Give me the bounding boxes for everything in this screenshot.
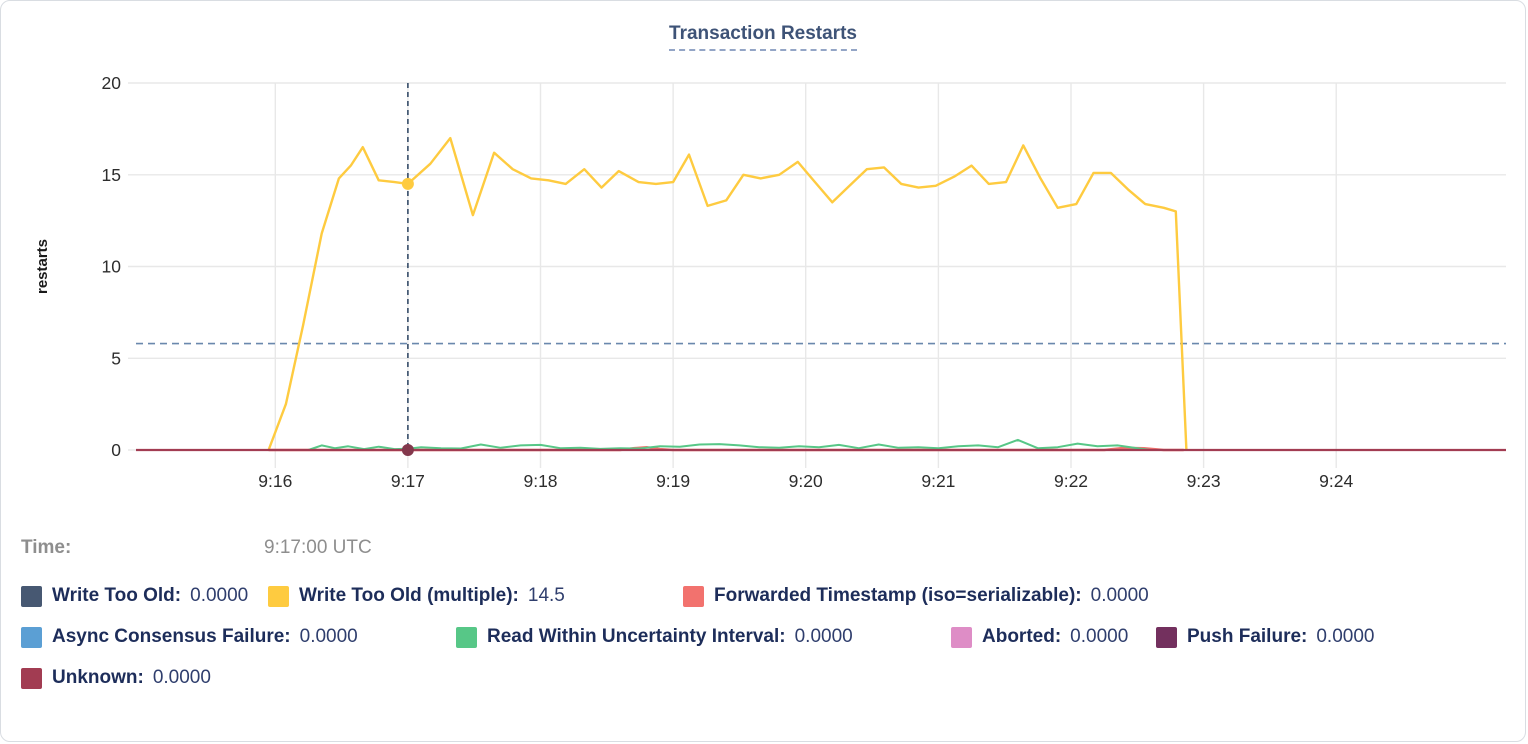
legend-swatch xyxy=(1156,626,1177,648)
legend-item-aborted: Aborted: 0.0000 xyxy=(951,626,1156,648)
legend-value: 0.0000 xyxy=(299,626,358,647)
legend-row: Write Too Old: 0.0000 Write Too Old (multi… xyxy=(21,585,1515,607)
x-tick-label: 9:19 xyxy=(656,471,690,491)
x-tick-label: 9:24 xyxy=(1319,471,1353,491)
hover-dot-write-too-old-multiple xyxy=(401,177,414,190)
legend-label: Aborted: xyxy=(982,626,1062,647)
legend-value: 0.0000 xyxy=(1316,626,1375,647)
legend-item-push-failure: Push Failure: 0.0000 xyxy=(1156,626,1374,648)
x-tick-label: 9:20 xyxy=(789,471,823,491)
y-tick-label: 5 xyxy=(111,348,121,368)
y-tick-label: 10 xyxy=(102,257,122,277)
y-tick-label: 15 xyxy=(102,165,121,185)
legend-swatch xyxy=(951,626,972,648)
legend-item-write-too-old-multiple: Write Too Old (multiple): 14.5 xyxy=(268,585,683,607)
x-tick-label: 9:22 xyxy=(1054,471,1088,491)
y-axis-label: restarts xyxy=(34,239,51,294)
legend-value: 14.5 xyxy=(527,585,565,606)
chart-header: Transaction Restarts xyxy=(1,23,1525,51)
chart-title[interactable]: Transaction Restarts xyxy=(669,23,857,51)
legend-value: 0.0000 xyxy=(1070,626,1129,647)
legend: Write Too Old: 0.0000 Write Too Old (multi… xyxy=(21,585,1515,708)
x-tick-label: 9:21 xyxy=(921,471,955,491)
legend-label: Forwarded Timestamp (iso=serializable): xyxy=(714,585,1082,606)
legend-item-forwarded-timestamp-iso-serializable: Forwarded Timestamp (iso=serializable): 0… xyxy=(683,585,1149,607)
chart-plot-area[interactable]: 0 5 10 15 20 9:16 9:17 9:18 9:19 9:20 9:21 9:22 9:23… xyxy=(1,1,1526,511)
legend-label: Push Failure: xyxy=(1187,626,1308,647)
legend-item-read-within-uncertainty-interval: Read Within Uncertainty Interval: 0.0000 xyxy=(456,626,951,648)
y-tick-label: 20 xyxy=(102,73,122,93)
legend-swatch xyxy=(456,626,477,648)
legend-item-unknown: Unknown: 0.0000 xyxy=(21,667,211,689)
legend-item-write-too-old: Write Too Old: 0.0000 xyxy=(21,585,268,607)
series-line-read-within-uncertainty-interval xyxy=(308,438,1151,451)
x-tick-label: 9:16 xyxy=(258,471,292,491)
legend-swatch xyxy=(21,626,42,648)
legend-swatch xyxy=(683,585,704,607)
x-tick-label: 9:18 xyxy=(523,471,557,491)
legend-value: 0.0000 xyxy=(190,585,249,606)
legend-item-async-consensus-failure: Async Consensus Failure: 0.0000 xyxy=(21,626,456,648)
legend-swatch xyxy=(268,585,289,607)
legend-label: Async Consensus Failure: xyxy=(52,626,291,647)
legend-label: Write Too Old (multiple): xyxy=(299,585,519,606)
time-label: Time: xyxy=(21,537,72,558)
hover-dot-unknown xyxy=(401,444,414,456)
legend-label: Write Too Old: xyxy=(52,585,182,606)
legend-value: 0.0000 xyxy=(1090,585,1149,606)
legend-label: Read Within Uncertainty Interval: xyxy=(487,626,786,647)
legend-value: 0.0000 xyxy=(152,667,211,688)
x-tick-label: 9:17 xyxy=(391,471,425,491)
legend-swatch xyxy=(21,585,42,607)
hover-time-row: Time: 9:17:00 UTC xyxy=(1,537,1525,563)
legend-value: 0.0000 xyxy=(794,626,853,647)
legend-row: Async Consensus Failure: 0.0000 Read Withi… xyxy=(21,626,1515,648)
legend-row: Unknown: 0.0000 xyxy=(21,667,1515,689)
time-value: 9:17:00 UTC xyxy=(264,537,372,558)
x-tick-label: 9:23 xyxy=(1187,471,1221,491)
y-tick-label: 0 xyxy=(111,440,121,460)
legend-label: Unknown: xyxy=(52,667,144,688)
legend-swatch xyxy=(21,667,42,689)
